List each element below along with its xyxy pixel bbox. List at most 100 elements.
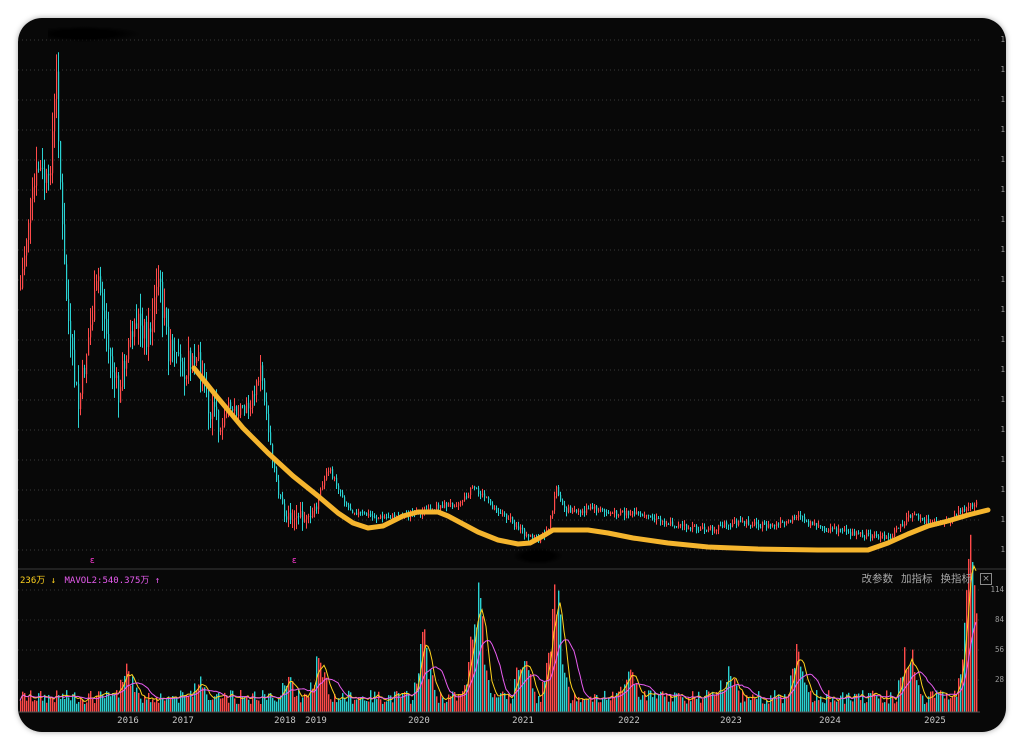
volume-bar — [478, 582, 480, 712]
volume-bar — [708, 691, 710, 712]
candle-body — [358, 511, 360, 515]
candle-body — [256, 381, 258, 395]
volume-bar — [714, 695, 716, 712]
volume-bar — [640, 699, 642, 712]
candle-body — [962, 508, 964, 513]
volume-bar — [690, 701, 692, 712]
candle-body — [818, 525, 820, 527]
candle-body — [834, 528, 836, 530]
volume-bar — [874, 693, 876, 712]
volume-bar — [758, 691, 760, 712]
mavol1-legend: 236万 ↓ — [20, 576, 57, 586]
candle-body — [36, 168, 38, 186]
volume-bar — [836, 701, 838, 712]
volume-bar — [604, 690, 606, 712]
volume-bar — [814, 700, 816, 712]
add-indicator-button[interactable]: 加指标 — [901, 573, 933, 585]
volume-bar — [344, 698, 346, 712]
volume-bar — [722, 691, 724, 712]
volume-bar — [560, 614, 562, 712]
volume-bar — [474, 624, 476, 712]
candle-body — [370, 514, 372, 516]
volume-bar — [336, 702, 338, 712]
volume-bar — [500, 693, 502, 712]
volume-bar — [652, 697, 654, 712]
price-tick: 1 — [1000, 65, 1005, 74]
candle-body — [88, 337, 90, 356]
volume-bar — [284, 685, 286, 712]
volume-bar — [304, 693, 306, 712]
volume-bar — [102, 694, 104, 712]
candle-body — [200, 352, 202, 381]
volume-bar — [374, 691, 376, 712]
volume-bar — [152, 699, 154, 712]
candle-body — [180, 354, 182, 362]
volume-bar — [164, 700, 166, 712]
volume-bar — [20, 700, 22, 712]
volume-bar — [678, 693, 680, 712]
volume-bar — [338, 698, 340, 712]
volume-bar — [220, 698, 222, 712]
candle-body — [636, 512, 638, 515]
volume-bar — [198, 684, 200, 712]
volume-bar — [276, 701, 278, 712]
candle-body — [302, 510, 304, 522]
candle-body — [548, 528, 550, 531]
price-tick: 1 — [1000, 275, 1005, 284]
candle-body — [274, 462, 276, 469]
volume-bar — [360, 697, 362, 712]
candle-body — [726, 522, 728, 525]
x-tick-label: 2024 — [819, 716, 841, 726]
volume-bar — [106, 691, 108, 712]
candle-body — [628, 510, 630, 515]
volume-bar — [888, 703, 890, 712]
candle-body — [808, 521, 810, 526]
volume-bar — [216, 694, 218, 712]
candle-body — [746, 520, 748, 524]
candle-body — [158, 278, 160, 287]
candle-body — [242, 405, 244, 407]
modify-params-button[interactable]: 改参数 — [861, 573, 894, 585]
candle-body — [804, 517, 806, 521]
candle-body — [704, 526, 706, 530]
volume-bar — [22, 691, 24, 712]
volume-bar — [828, 690, 830, 712]
candle-body — [710, 526, 712, 529]
volume-bar — [574, 693, 576, 712]
candle-body — [646, 514, 648, 516]
candle-body — [844, 529, 846, 531]
candle-body — [858, 532, 860, 534]
volume-bar — [362, 696, 364, 712]
candle-body — [428, 507, 430, 511]
candle-body — [350, 507, 352, 511]
candle-body — [376, 518, 378, 520]
volume-bar — [124, 675, 126, 712]
price-tick: 1 — [1000, 125, 1005, 134]
volume-bar — [544, 681, 546, 712]
volume-bar — [404, 691, 406, 712]
volume-bar — [780, 695, 782, 712]
candle-body — [650, 515, 652, 518]
volume-bar — [496, 697, 498, 712]
close-icon[interactable]: × — [980, 572, 992, 585]
candle-body — [156, 286, 158, 298]
candle-body — [362, 512, 364, 514]
volume-bar — [414, 682, 416, 712]
x-tick-label: 2022 — [618, 716, 640, 726]
candle-body — [622, 510, 624, 512]
volume-bar — [160, 693, 162, 712]
switch-indicator-button[interactable]: 换指标 — [940, 573, 973, 585]
redacted-label — [514, 548, 562, 564]
volume-bar — [572, 700, 574, 712]
volume-bar — [964, 622, 966, 712]
candle-body — [630, 514, 632, 516]
volume-bar — [270, 692, 272, 712]
volume-bar — [526, 661, 528, 712]
volume-bar — [510, 703, 512, 712]
candle-body — [530, 535, 532, 537]
volume-bar — [186, 695, 188, 712]
candle-body — [568, 506, 570, 512]
candle-body — [450, 502, 452, 504]
candle-body — [866, 533, 868, 537]
candle-body — [514, 522, 516, 527]
